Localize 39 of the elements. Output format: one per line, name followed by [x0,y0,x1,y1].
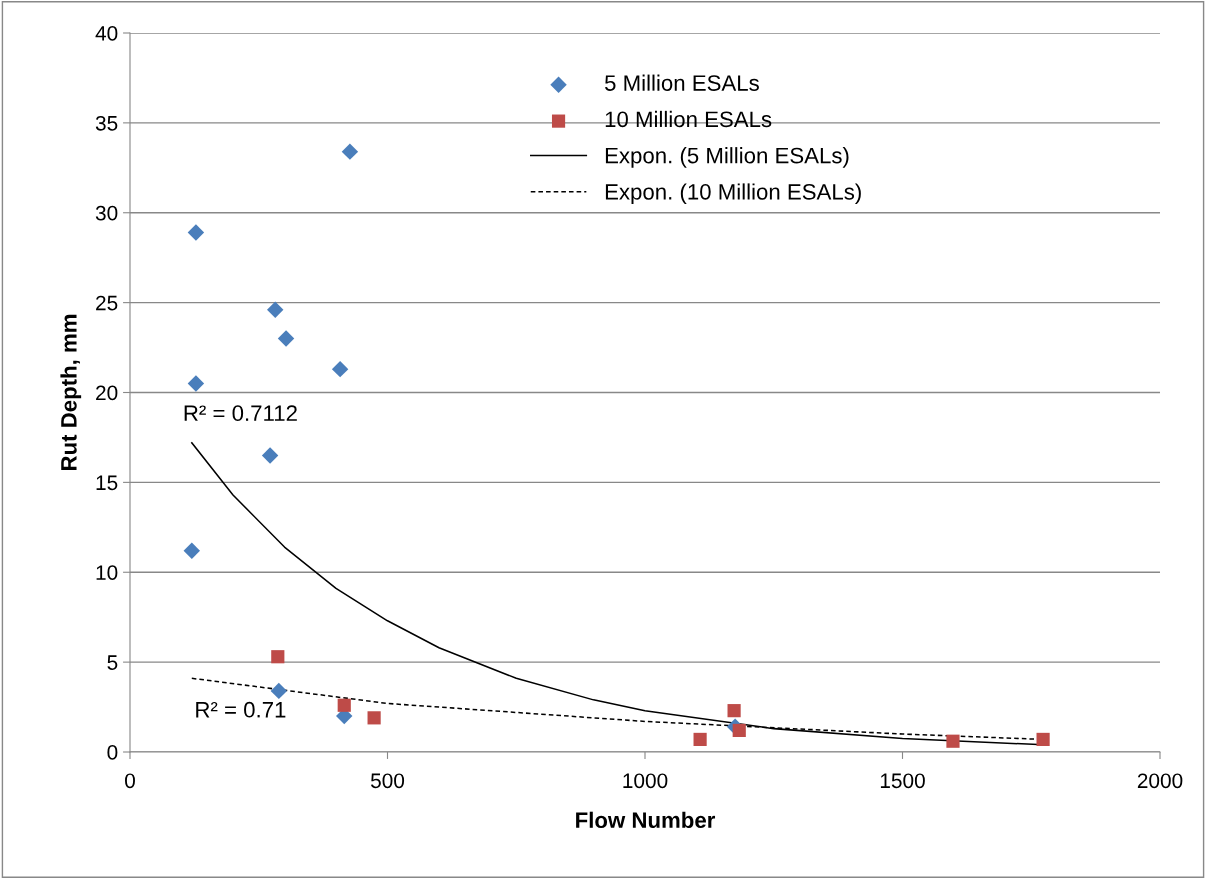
y-tick-label: 35 [95,115,118,131]
point [331,360,349,378]
point [270,682,288,700]
point [261,447,279,464]
point [693,732,707,747]
y-tick-label: 10 [96,565,118,580]
point [277,330,295,347]
y-tick-label: 25 [96,295,118,311]
point [1036,732,1050,747]
point [337,698,351,712]
annotation: R² = 0.71 [196,701,286,718]
y-tick-label: 20 [96,385,118,401]
annotation: R² = 0.7112 [184,405,297,422]
y-tick-label: 30 [95,205,118,221]
x-axis-title: Flow Number [576,811,716,829]
legend-label: 10 Million ESALs [605,110,772,128]
point [267,301,284,319]
x-tick-label: 1000 [623,773,668,789]
point [732,723,746,738]
point [187,224,205,241]
legend-label: 5 Million ESALs [604,74,759,91]
point [727,704,741,718]
point [946,734,960,748]
legend-label: Expon. (5 Million ESALs) [605,147,849,168]
point [341,143,359,160]
y-tick-label: 15 [96,475,118,491]
x-tick-label: 2000 [1137,773,1183,789]
point [187,375,205,392]
x-tick-label: 1500 [880,773,925,789]
x-tick-label: 0 [125,773,135,789]
y-tick-label: 0 [107,745,118,760]
y-axis-title: Rut Depth, mm [60,314,82,471]
legend-label: Expon. (10 Million ESALs) [605,183,861,205]
x-tick-label: 500 [370,773,405,789]
y-tick-label: 40 [95,26,118,41]
point [183,542,201,559]
point [367,711,381,725]
y-tick-label: 5 [107,655,118,670]
point [271,650,285,664]
